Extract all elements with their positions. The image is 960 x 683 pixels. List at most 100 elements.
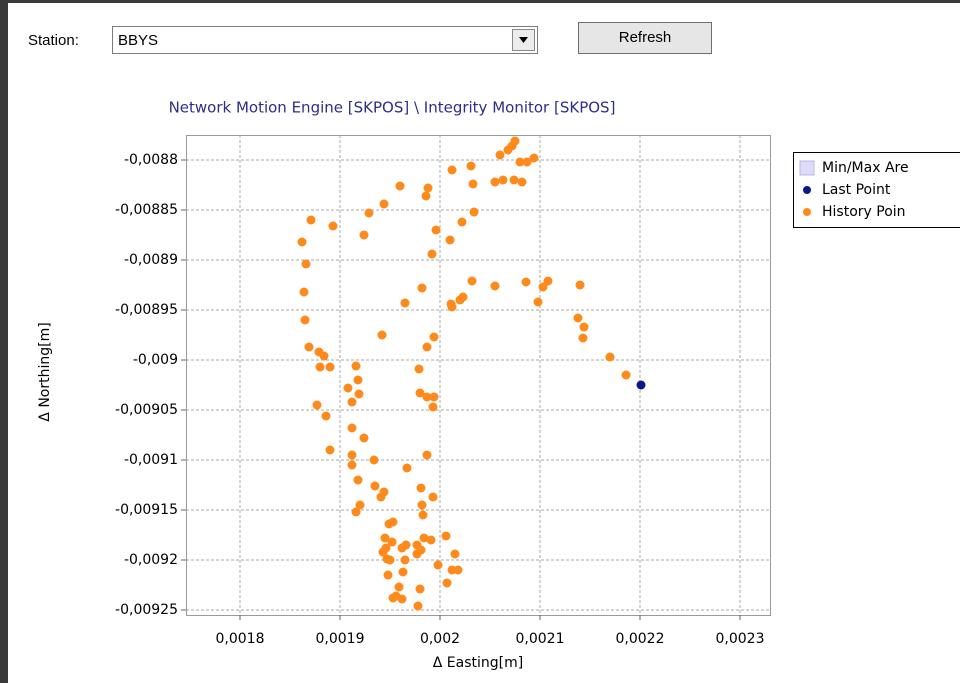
data-point xyxy=(414,364,424,374)
data-point xyxy=(418,510,428,520)
legend-label: Min/Max Are xyxy=(822,160,909,176)
data-point xyxy=(347,397,357,407)
data-point xyxy=(299,287,309,297)
data-point xyxy=(427,249,437,259)
window-border xyxy=(0,0,960,3)
data-point xyxy=(376,492,386,502)
data-point xyxy=(498,175,508,185)
data-point xyxy=(347,423,357,433)
data-point xyxy=(495,150,505,160)
data-point xyxy=(450,549,460,559)
data-point xyxy=(422,342,432,352)
data-point xyxy=(422,450,432,460)
data-point xyxy=(575,280,585,290)
data-point xyxy=(401,540,411,550)
data-point xyxy=(447,165,457,175)
data-point xyxy=(441,531,451,541)
y-tick-label: -0,0091 xyxy=(124,452,178,468)
x-tick-label: 0,002 xyxy=(420,631,460,647)
data-point xyxy=(351,507,361,517)
x-axis-label: Δ Easting[m] xyxy=(433,655,523,671)
x-tick-label: 0,0023 xyxy=(716,631,765,647)
data-point xyxy=(447,302,457,312)
y-tick-label: -0,0088 xyxy=(124,152,178,168)
data-point xyxy=(421,191,431,201)
data-point xyxy=(377,330,387,340)
data-point xyxy=(423,183,433,193)
x-tick-label: 0,0018 xyxy=(216,631,265,647)
y-tick-label: -0,00925 xyxy=(115,602,178,618)
data-point xyxy=(304,342,314,352)
data-point xyxy=(469,207,479,217)
data-point xyxy=(395,181,405,191)
data-point xyxy=(300,315,310,325)
data-point xyxy=(388,593,398,603)
chart-title: Network Motion Engine [SKPOS] \ Integrit… xyxy=(169,99,616,117)
data-point xyxy=(394,582,404,592)
window-border xyxy=(0,0,8,683)
y-tick-label: -0,0092 xyxy=(124,552,178,568)
data-point xyxy=(419,533,429,543)
data-point xyxy=(442,578,452,588)
data-point xyxy=(433,560,443,570)
x-tick-label: 0,0019 xyxy=(316,631,365,647)
data-point xyxy=(359,230,369,240)
data-point xyxy=(509,175,519,185)
data-point xyxy=(312,400,322,410)
data-point xyxy=(579,322,589,332)
data-point xyxy=(398,567,408,577)
data-point xyxy=(301,259,311,269)
data-point xyxy=(455,295,465,305)
data-point xyxy=(354,389,364,399)
dropdown-arrow xyxy=(519,37,528,43)
data-point xyxy=(353,375,363,385)
data-point xyxy=(428,492,438,502)
legend-swatch xyxy=(799,160,815,176)
data-point xyxy=(297,237,307,247)
legend-marker xyxy=(803,208,811,216)
data-point xyxy=(490,281,500,291)
refresh-button[interactable] xyxy=(578,22,712,54)
legend xyxy=(793,152,960,228)
data-point xyxy=(328,221,338,231)
data-point xyxy=(343,383,353,393)
data-point xyxy=(466,161,476,171)
data-point xyxy=(457,217,467,227)
station-combobox[interactable] xyxy=(112,26,538,54)
data-point xyxy=(422,392,432,402)
y-tick-label: -0,00885 xyxy=(115,202,178,218)
x-tick-label: 0,0022 xyxy=(616,631,665,647)
data-point xyxy=(533,297,543,307)
data-point xyxy=(468,179,478,189)
data-point xyxy=(417,500,427,510)
data-point xyxy=(388,517,398,527)
data-point xyxy=(428,402,438,412)
data-point xyxy=(385,555,395,565)
data-point xyxy=(503,145,513,155)
data-point xyxy=(383,570,393,580)
data-point xyxy=(397,594,407,604)
station-value: BBYS xyxy=(118,32,158,49)
plot-area xyxy=(186,135,771,616)
data-point xyxy=(325,445,335,455)
data-point xyxy=(400,555,410,565)
data-point xyxy=(490,177,500,187)
data-point xyxy=(522,157,532,167)
data-point xyxy=(378,547,388,557)
data-point xyxy=(319,351,329,361)
legend-marker xyxy=(803,186,811,194)
y-tick-label: -0,0089 xyxy=(124,252,178,268)
data-point xyxy=(426,535,436,545)
data-point xyxy=(347,450,357,460)
data-point xyxy=(529,153,539,163)
data-point xyxy=(445,235,455,245)
data-point xyxy=(400,298,410,308)
data-point xyxy=(543,276,553,286)
data-point xyxy=(315,362,325,372)
y-tick-label: -0,00905 xyxy=(115,402,178,418)
data-point xyxy=(387,537,397,547)
data-point xyxy=(413,601,423,611)
data-point xyxy=(379,199,389,209)
data-point xyxy=(429,332,439,342)
